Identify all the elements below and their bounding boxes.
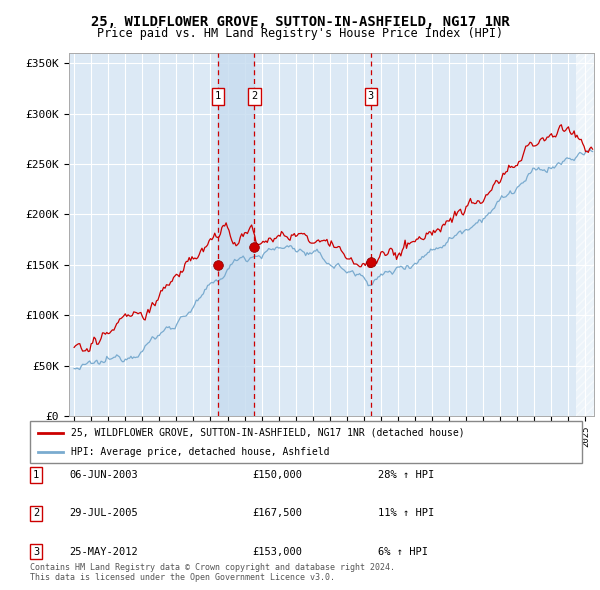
- Bar: [218, 53, 254, 416]
- Text: Contains HM Land Registry data © Crown copyright and database right 2024.
This d: Contains HM Land Registry data © Crown c…: [30, 563, 395, 582]
- Text: 3: 3: [368, 91, 374, 101]
- Bar: [575, 53, 594, 416]
- Text: 2: 2: [33, 509, 39, 518]
- Text: 29-JUL-2005: 29-JUL-2005: [69, 509, 138, 518]
- Text: £150,000: £150,000: [252, 470, 302, 480]
- Text: 1: 1: [33, 470, 39, 480]
- Text: 25, WILDFLOWER GROVE, SUTTON-IN-ASHFIELD, NG17 1NR (detached house): 25, WILDFLOWER GROVE, SUTTON-IN-ASHFIELD…: [71, 428, 465, 438]
- Text: HPI: Average price, detached house, Ashfield: HPI: Average price, detached house, Ashf…: [71, 447, 330, 457]
- Text: 28% ↑ HPI: 28% ↑ HPI: [378, 470, 434, 480]
- Text: 11% ↑ HPI: 11% ↑ HPI: [378, 509, 434, 518]
- Text: 06-JUN-2003: 06-JUN-2003: [69, 470, 138, 480]
- Text: £153,000: £153,000: [252, 547, 302, 556]
- Text: 25-MAY-2012: 25-MAY-2012: [69, 547, 138, 556]
- Text: 1: 1: [215, 91, 221, 101]
- FancyBboxPatch shape: [30, 421, 582, 463]
- Text: £167,500: £167,500: [252, 509, 302, 518]
- Text: 6% ↑ HPI: 6% ↑ HPI: [378, 547, 428, 556]
- Text: 2: 2: [251, 91, 257, 101]
- Text: 25, WILDFLOWER GROVE, SUTTON-IN-ASHFIELD, NG17 1NR: 25, WILDFLOWER GROVE, SUTTON-IN-ASHFIELD…: [91, 15, 509, 29]
- Text: Price paid vs. HM Land Registry's House Price Index (HPI): Price paid vs. HM Land Registry's House …: [97, 27, 503, 40]
- Text: 3: 3: [33, 547, 39, 556]
